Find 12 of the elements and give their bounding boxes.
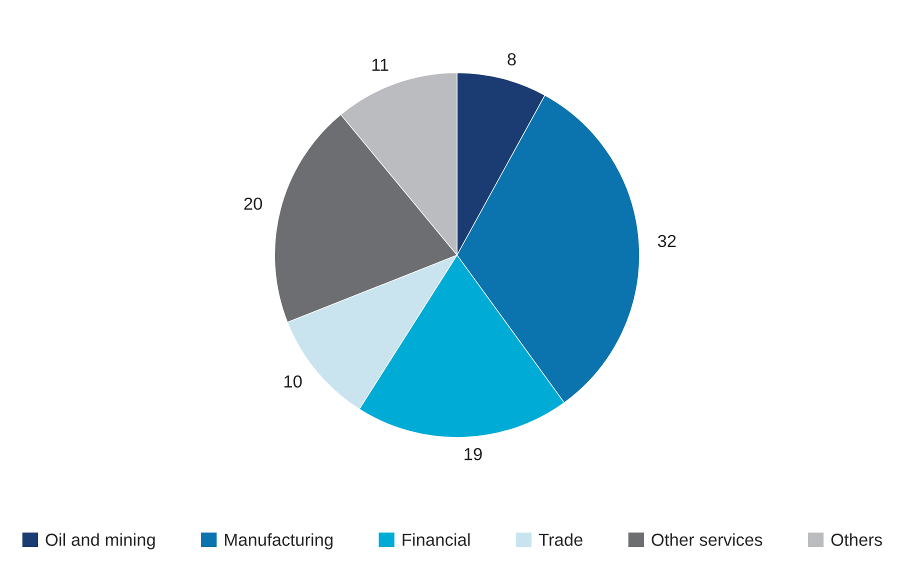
legend-label: Financial bbox=[402, 533, 470, 546]
data-label: 10 bbox=[284, 375, 302, 388]
legend-label: Trade bbox=[538, 533, 582, 546]
data-label: 20 bbox=[244, 198, 262, 210]
data-label: 8 bbox=[508, 53, 516, 66]
legend-label: Oil and mining bbox=[46, 533, 155, 550]
legend-label: Manufacturing bbox=[225, 533, 333, 550]
data-label: 32 bbox=[658, 234, 676, 248]
data-label: 19 bbox=[464, 448, 482, 460]
legend-label: Others bbox=[831, 533, 882, 546]
legend-label: Other services bbox=[652, 533, 762, 546]
data-label: 11 bbox=[372, 58, 388, 71]
